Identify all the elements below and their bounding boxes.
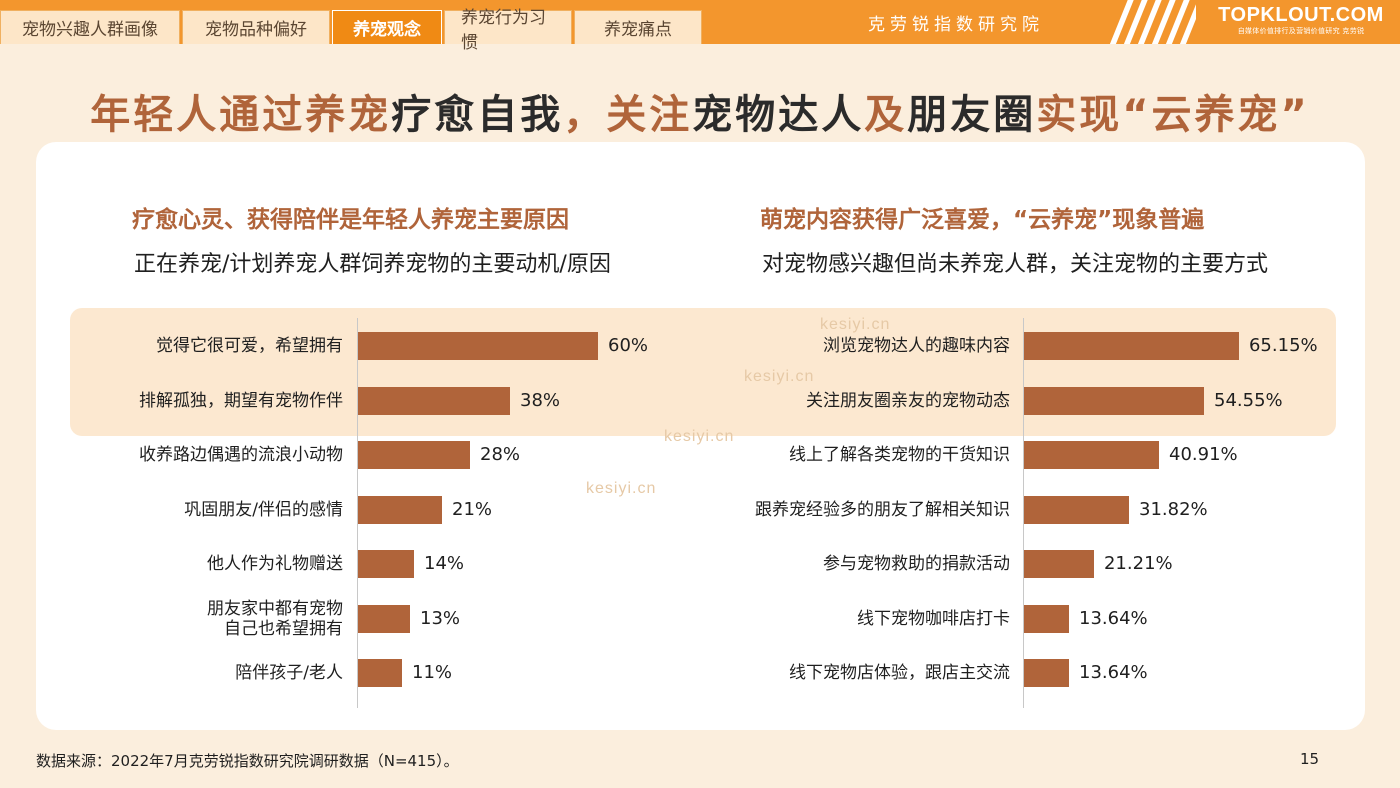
value-label: 13.64% [1079, 607, 1148, 629]
chart-axis [1023, 318, 1024, 708]
section-tabs: 宠物兴趣人群画像 宠物品种偏好 养宠观念 养宠行为习惯 养宠痛点 [0, 8, 704, 53]
content-card [36, 142, 1365, 730]
bar [1024, 659, 1069, 687]
value-label: 21.21% [1103, 553, 1173, 574]
tab-2[interactable]: 养宠观念 [332, 10, 442, 44]
value-label: 54.55% [1214, 389, 1283, 411]
category-label: 朋友家中都有宠物 自己也希望拥有 [207, 598, 343, 639]
headline-part: ，关注 [563, 92, 693, 138]
top-bar: 宠物兴趣人群画像 宠物品种偏好 养宠观念 养宠行为习惯 养宠痛点 克劳锐指数研究院 TO… [0, 0, 1400, 53]
category-label: 巩固朋友/伴侣的感情 [184, 499, 343, 520]
headline-part: 朋友圈 [907, 92, 1037, 138]
left-panel-subtitle: 正在养宠/计划养宠人群饲养宠物的主要动机/原因 [134, 252, 611, 277]
value-label: 38% [520, 389, 561, 411]
bar [358, 495, 442, 524]
stripe-decoration [1110, 0, 1196, 44]
value-label: 13.64% [1079, 662, 1148, 683]
left-panel-title: 疗愈心灵、获得陪伴是年轻人养宠主要原因 [132, 207, 569, 233]
tab-0[interactable]: 宠物兴趣人群画像 [0, 10, 180, 44]
tab-4[interactable]: 养宠痛点 [574, 10, 702, 44]
bar [358, 441, 470, 469]
bar [1024, 550, 1094, 578]
category-label: 他人作为礼物赠送 [207, 554, 343, 574]
value-label: 60% [608, 335, 649, 356]
headline-part: 年轻人通过养宠 [90, 92, 392, 138]
page-title: 年轻人通过养宠疗愈自我，关注宠物达人及朋友圈实现“云养宠” [0, 82, 1400, 140]
category-label: 线下宠物店体验，跟店主交流 [789, 663, 1010, 683]
bar [358, 386, 510, 415]
right-bar-chart: 浏览宠物达人的趣味内容 65.15% 关注朋友圈亲友的宠物动态 54.55% 线上了解各… [680, 318, 1320, 708]
brand-tagline: 自媒体价值排行及营销价值研究 克劳锐 [1237, 27, 1365, 35]
left-bar-chart: 觉得它很可爱，希望拥有 60% 排解孤独，期望有宠物作伴 38% 收养路边偶遇的流浪小动… [0, 318, 648, 708]
bar [1024, 495, 1129, 524]
value-label: 40.91% [1169, 444, 1238, 465]
tab-3[interactable]: 养宠行为习惯 [444, 8, 572, 53]
brand-name: TOPKLOUT.COM [1218, 4, 1384, 26]
bar [1024, 332, 1239, 360]
page-number: 15 [1300, 750, 1320, 768]
bar [358, 604, 410, 633]
category-label: 关注朋友圈亲友的宠物动态 [806, 390, 1010, 411]
data-source-note: 数据来源：2022年7月克劳锐指数研究院调研数据（N=415）。 [36, 752, 459, 770]
brand-logo: TOPKLOUT.COM 自媒体价值排行及营销价值研究 克劳锐 [1210, 4, 1392, 36]
right-panel-title: 萌宠内容获得广泛喜爱，“云养宠”现象普遍 [760, 207, 1205, 233]
bar [358, 332, 598, 360]
value-label: 31.82% [1139, 498, 1208, 520]
tab-1[interactable]: 宠物品种偏好 [182, 10, 330, 44]
category-label: 线上了解各类宠物的干货知识 [789, 445, 1010, 465]
value-label: 11% [412, 662, 453, 683]
right-panel-subtitle: 对宠物感兴趣但尚未养宠人群，关注宠物的主要方式 [762, 252, 1269, 277]
category-label: 收养路边偶遇的流浪小动物 [139, 445, 343, 465]
headline-part: 宠物达人 [692, 92, 865, 138]
category-label: 排解孤独，期望有宠物作伴 [139, 390, 343, 411]
category-label: 跟养宠经验多的朋友了解相关知识 [755, 499, 1010, 520]
category-label: 线下宠物咖啡店打卡 [857, 608, 1010, 629]
value-label: 21% [452, 498, 493, 520]
institute-name: 克劳锐指数研究院 [868, 15, 1044, 35]
value-label: 28% [480, 444, 521, 465]
headline-part: 疗愈自我 [391, 92, 564, 138]
value-label: 14% [424, 553, 465, 574]
watermark: kesiyi.cn [744, 368, 815, 385]
category-label: 陪伴孩子/老人 [235, 663, 343, 683]
watermark: kesiyi.cn [820, 316, 891, 333]
watermark: kesiyi.cn [664, 428, 735, 445]
headline-part: 实现“云养宠” [1036, 92, 1310, 138]
bar [1024, 604, 1069, 633]
category-label: 浏览宠物达人的趣味内容 [823, 336, 1010, 356]
chart-axis [357, 318, 358, 708]
category-label: 参与宠物救助的捐款活动 [823, 554, 1010, 574]
bar [1024, 441, 1159, 469]
bar [1024, 386, 1204, 415]
value-label: 65.15% [1248, 335, 1318, 356]
top-two-highlight-band [70, 308, 1336, 436]
bar [358, 659, 402, 687]
bar [358, 550, 414, 578]
watermark: kesiyi.cn [586, 480, 657, 497]
value-label: 13% [420, 607, 461, 629]
category-label: 觉得它很可爱，希望拥有 [156, 336, 343, 356]
headline-part: 及 [864, 92, 908, 138]
